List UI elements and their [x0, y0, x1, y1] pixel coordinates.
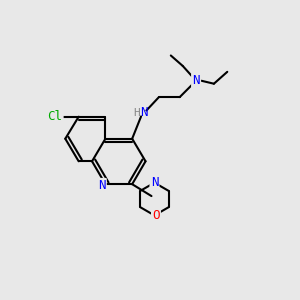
- Text: O: O: [152, 209, 160, 222]
- Text: H: H: [133, 108, 140, 118]
- Text: N: N: [192, 74, 200, 87]
- Text: N: N: [140, 106, 148, 119]
- Text: N: N: [151, 176, 158, 189]
- Text: N: N: [98, 179, 106, 192]
- Text: Cl: Cl: [47, 110, 62, 123]
